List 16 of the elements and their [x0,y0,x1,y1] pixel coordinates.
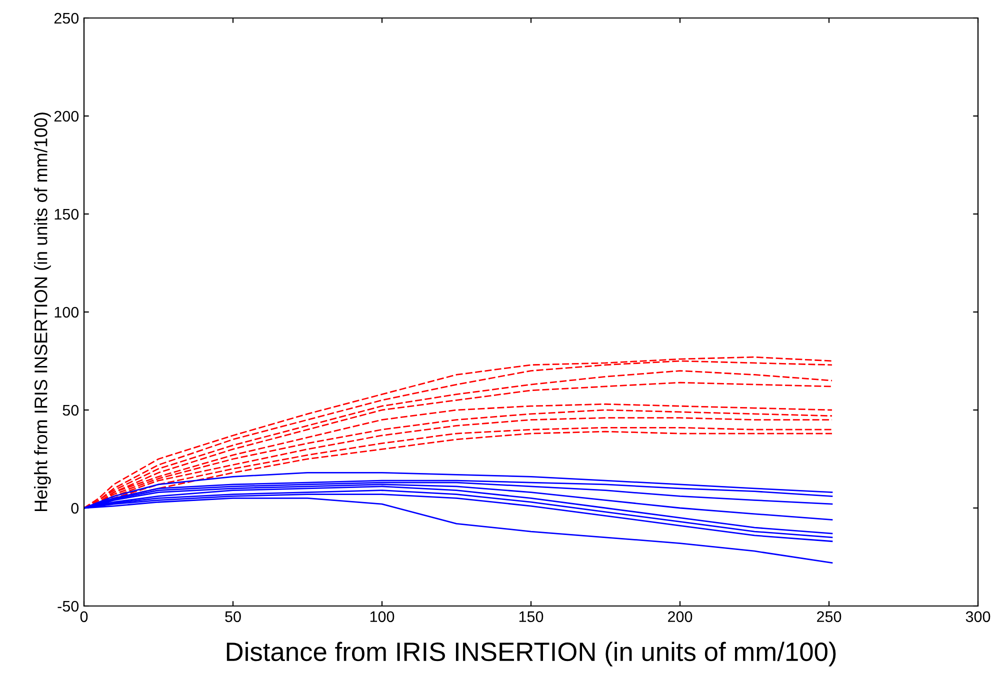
y-tick-label: -50 [58,600,79,612]
y-axis-title: Height from IRIS INSERTION (in units of mm/100) [34,112,51,512]
x-tick-label: 0 [80,611,88,622]
x-tick-label: 300 [966,611,990,622]
y-tick-label: 250 [54,12,79,24]
y-tick-label: 100 [54,306,79,318]
x-tick-label: 150 [519,611,544,622]
x-tick-label: 50 [225,611,241,622]
x-tick-label: 250 [817,611,842,622]
y-tick-label: 200 [54,110,79,122]
y-tick-label: 0 [71,502,79,514]
x-tick-label: 100 [370,611,394,622]
y-tick-label: 150 [54,208,79,220]
x-tick-label: 200 [668,611,692,622]
y-tick-label: 50 [62,404,79,416]
x-axis-title: Distance from IRIS INSERTION (in units of mm/100) [226,642,836,666]
